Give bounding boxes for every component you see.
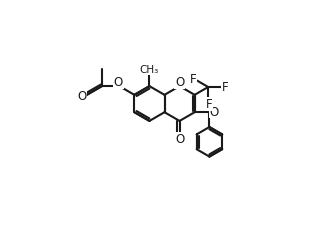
Text: F: F — [221, 80, 228, 93]
Text: F: F — [190, 73, 197, 86]
Text: O: O — [175, 133, 184, 145]
Text: O: O — [175, 76, 184, 89]
Text: O: O — [114, 76, 123, 89]
Text: F: F — [206, 98, 213, 111]
Text: CH₃: CH₃ — [140, 65, 159, 75]
Text: O: O — [77, 90, 87, 103]
Text: O: O — [210, 105, 219, 118]
